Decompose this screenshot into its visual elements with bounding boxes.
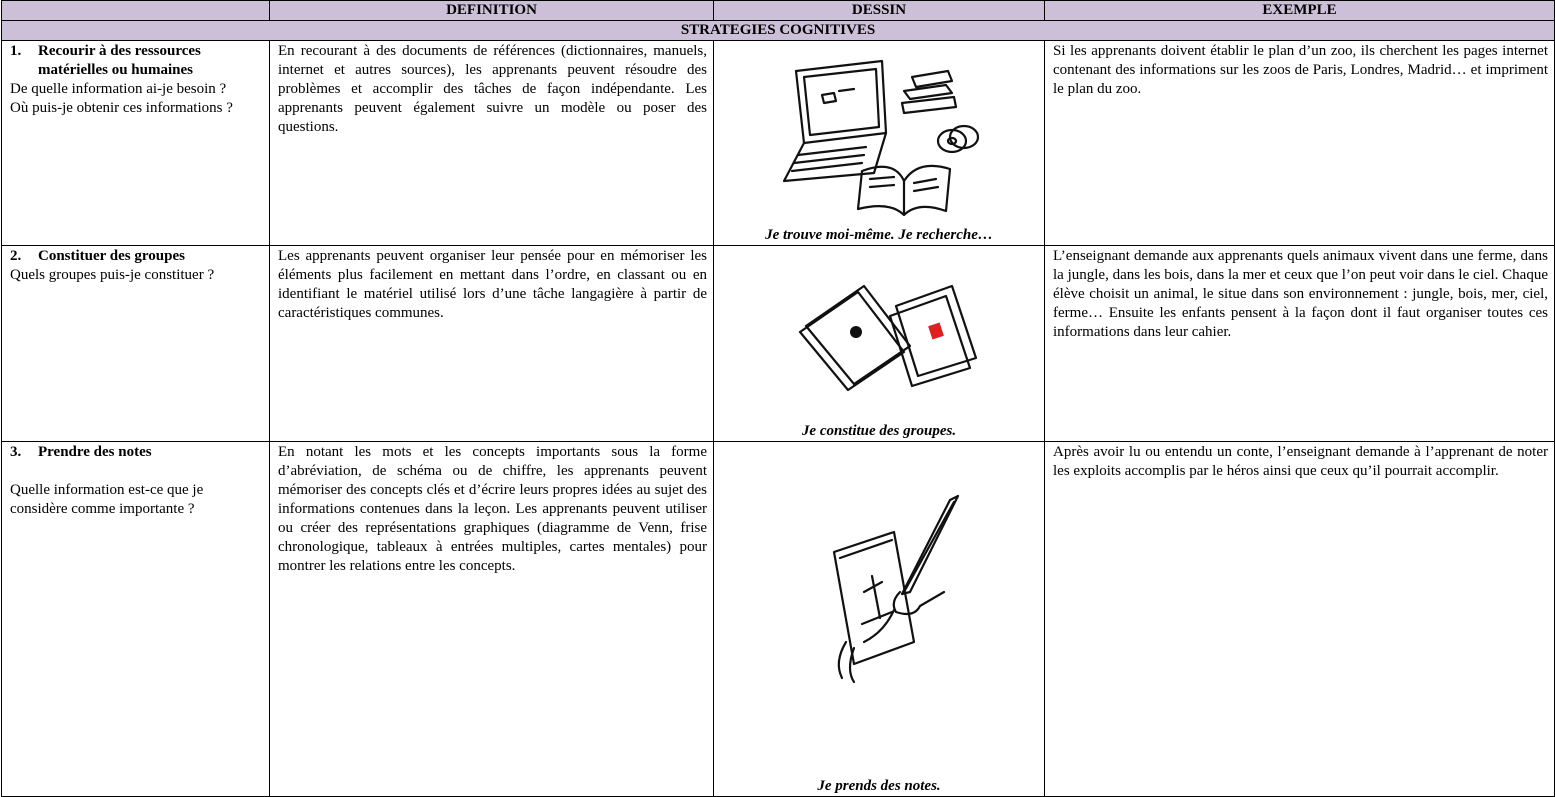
strategy-row: 2. Constituer des groupes Quels groupes pu… xyxy=(1,245,1555,442)
question: De quelle information ai-je besoin ? xyxy=(10,81,227,97)
drawing-caption: Je constitue des groupes. xyxy=(801,423,957,439)
drawing-cell: Je constitue des groupes. xyxy=(713,245,1045,442)
drawing-caption: Je prends des notes. xyxy=(817,778,941,794)
drawing-cell: Je trouve moi-même. Je recherche… xyxy=(713,40,1045,246)
question: Quels groupes puis-je constituer ? xyxy=(10,267,215,283)
header-row: DEFINITION DESSIN EXEMPLE xyxy=(1,0,1555,21)
strategy-name: Recourir à des ressources matérielles ou… xyxy=(38,43,201,78)
strategy-title: 2. Constituer des groupes xyxy=(10,247,263,266)
section-title: STRATEGIES COGNITIVES xyxy=(1,20,1555,41)
drawing-cell: Je prends des notes. xyxy=(713,441,1045,797)
header-cell: DESSIN xyxy=(713,0,1045,21)
definition: En recourant à des documents de référenc… xyxy=(269,40,714,246)
strategy-number: 1. xyxy=(10,43,22,59)
example: Si les apprenants doivent établir le pla… xyxy=(1044,40,1555,246)
drawing xyxy=(782,59,980,217)
example: Après avoir lu ou entendu un conte, l’en… xyxy=(1044,441,1555,797)
question: Quelle information est-ce que je considè… xyxy=(10,482,204,517)
header-cell: EXEMPLE xyxy=(1044,0,1555,21)
header-cell xyxy=(1,0,270,21)
strategy-row: 1. Recourir à des ressources matérielles … xyxy=(1,40,1555,246)
strategy-title: 3. Prendre des notes xyxy=(10,443,263,462)
definition: Les apprenants peuvent organiser leur pe… xyxy=(269,245,714,442)
strategy-number: 2. xyxy=(10,248,22,264)
definition: En notant les mots et les concepts impor… xyxy=(269,441,714,797)
strategy-row: 3. Prendre des notes Quelle information es… xyxy=(1,441,1555,797)
drawing xyxy=(798,284,978,392)
strategy-cell: 1. Recourir à des ressources matérielles … xyxy=(1,40,270,246)
strategy-name: Constituer des groupes xyxy=(38,248,185,264)
strategy-title: 1. Recourir à des ressources matérielles … xyxy=(10,42,263,80)
strategy-number: 3. xyxy=(10,444,22,460)
strategy-cell: 3. Prendre des notes Quelle information es… xyxy=(1,441,270,797)
drawing xyxy=(832,494,960,684)
section-row: STRATEGIES COGNITIVES xyxy=(1,20,1555,41)
strategy-name: Prendre des notes xyxy=(38,444,152,460)
example: L’enseignant demande aux apprenants quel… xyxy=(1044,245,1555,442)
header-cell: DEFINITION xyxy=(269,0,714,21)
strategy-cell: 2. Constituer des groupes Quels groupes pu… xyxy=(1,245,270,442)
rows: 1. Recourir à des ressources matérielles … xyxy=(1,40,1555,797)
question: Où puis-je obtenir ces informations ? xyxy=(10,100,233,116)
drawing-caption: Je trouve moi-même. Je recherche… xyxy=(765,227,993,243)
